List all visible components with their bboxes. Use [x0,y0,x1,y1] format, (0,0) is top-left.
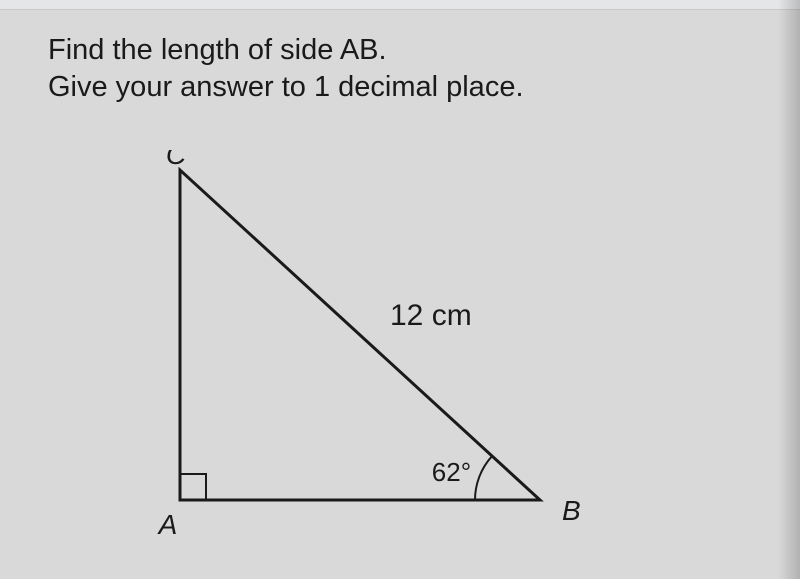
vertex-label-a: A [157,509,178,540]
angle-b-label: 62° [432,457,471,487]
angle-arc-b [475,456,492,500]
triangle-diagram: A B C 12 cm 62° [140,150,620,550]
vertex-label-b: B [562,495,581,526]
question-line-2: Give your answer to 1 decimal place. [48,69,524,106]
triangle-svg: A B C 12 cm 62° [140,150,620,550]
hypotenuse-label: 12 cm [390,299,472,332]
page-top-border [0,0,800,10]
vertex-label-c: C [166,150,187,170]
question-line-1: Find the length of side AB. [48,32,524,69]
question-text: Find the length of side AB. Give your an… [48,32,524,106]
page-right-shadow [778,0,800,579]
triangle-path [180,170,540,500]
right-angle-marker [180,474,206,500]
